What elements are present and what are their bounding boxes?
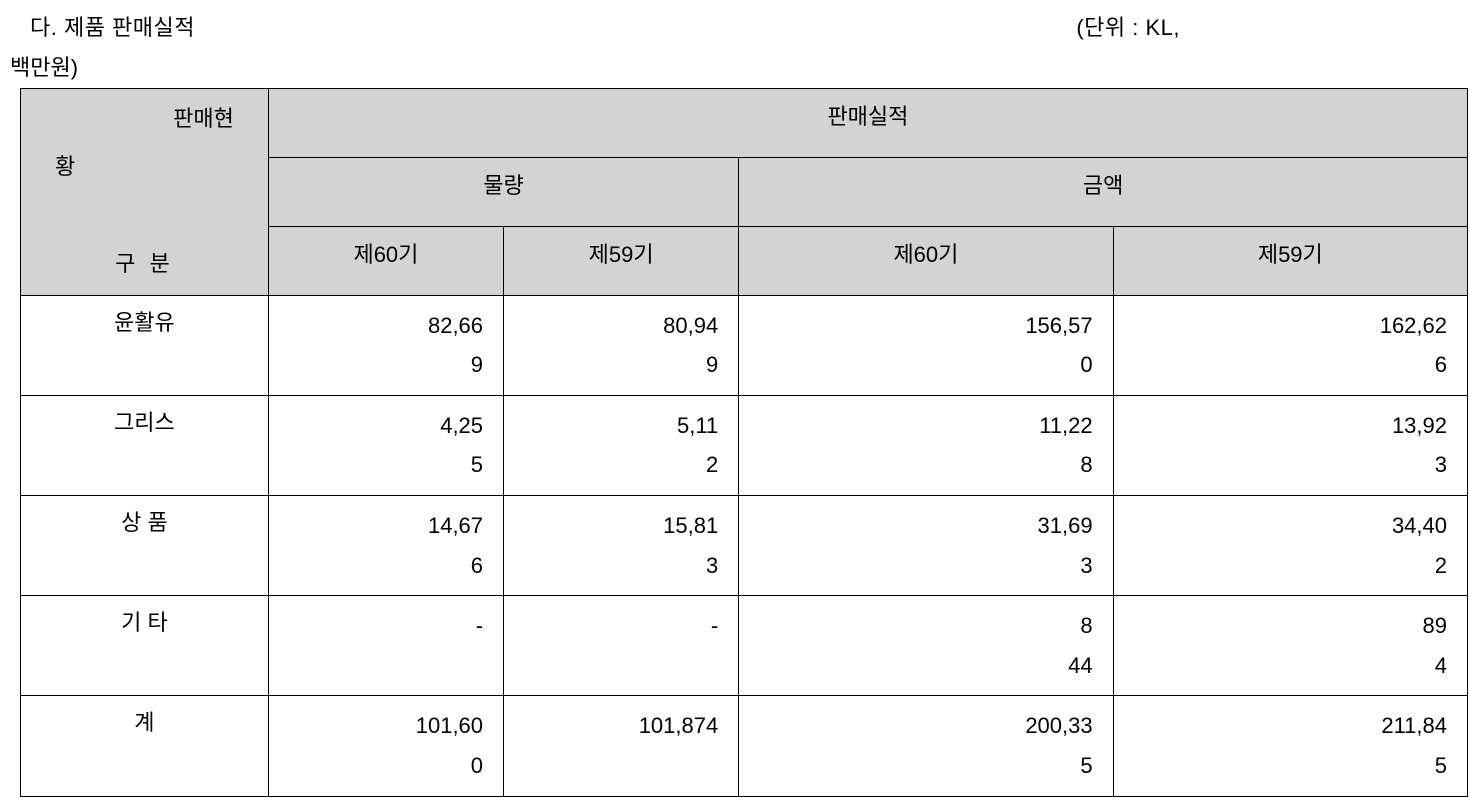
cell-amt59: 34,402 — [1113, 495, 1467, 595]
row-label: 상 품 — [21, 495, 269, 595]
cell-amt60: 844 — [739, 596, 1113, 696]
cell-vol59: 101,874 — [504, 696, 739, 796]
cell-vol59: 80,949 — [504, 295, 739, 395]
corner-header: 판매현 황 구 분 — [21, 89, 269, 296]
top-header: 판매실적 — [268, 89, 1467, 158]
group-amount: 금액 — [739, 157, 1468, 226]
cell-amt59: 211,845 — [1113, 696, 1467, 796]
corner-line3: 구 분 — [25, 240, 264, 288]
cell-amt60: 156,570 — [739, 295, 1113, 395]
cell-amt60: 31,693 — [739, 495, 1113, 595]
table-row: 계 101,600 101,874 200,335 211,845 — [21, 696, 1468, 796]
cell-vol59: 5,112 — [504, 395, 739, 495]
col-vol-60: 제60기 — [268, 226, 503, 295]
table-row: 기 타 - - 844 894 — [21, 596, 1468, 696]
table-row: 그리스 4,255 5,112 11,228 13,923 — [21, 395, 1468, 495]
cell-vol60: 14,676 — [268, 495, 503, 595]
unit-prefix: (단위 : KL, — [1076, 10, 1460, 42]
corner-line1: 판매현 — [25, 95, 264, 143]
row-label: 계 — [21, 696, 269, 796]
cell-vol59: - — [504, 596, 739, 696]
group-volume: 물량 — [268, 157, 738, 226]
cell-amt59: 162,626 — [1113, 295, 1467, 395]
cell-amt60: 11,228 — [739, 395, 1113, 495]
row-label: 그리스 — [21, 395, 269, 495]
cell-amt60: 200,335 — [739, 696, 1113, 796]
cell-amt59: 894 — [1113, 596, 1467, 696]
cell-vol60: 4,255 — [268, 395, 503, 495]
row-label: 기 타 — [21, 596, 269, 696]
sales-table: 판매현 황 구 분 판매실적 물량 금액 제60기 제59기 제60기 제59기… — [20, 88, 1468, 797]
row-label: 윤활유 — [21, 295, 269, 395]
col-amt-59: 제59기 — [1113, 226, 1467, 295]
cell-vol60: 101,600 — [268, 696, 503, 796]
col-vol-59: 제59기 — [504, 226, 739, 295]
header-line: 다. 제품 판매실적 (단위 : KL, — [10, 10, 1460, 42]
corner-line2: 황 — [25, 143, 264, 191]
unit-suffix: 백만원) — [10, 50, 1460, 82]
table-row: 상 품 14,676 15,813 31,693 34,402 — [21, 495, 1468, 595]
cell-vol60: - — [268, 596, 503, 696]
cell-vol60: 82,669 — [268, 295, 503, 395]
table-row: 윤활유 82,669 80,949 156,570 162,626 — [21, 295, 1468, 395]
cell-vol59: 15,813 — [504, 495, 739, 595]
cell-amt59: 13,923 — [1113, 395, 1467, 495]
section-title: 다. 제품 판매실적 — [10, 10, 195, 42]
col-amt-60: 제60기 — [739, 226, 1113, 295]
table-body: 윤활유 82,669 80,949 156,570 162,626 그리스 4,… — [21, 295, 1468, 796]
